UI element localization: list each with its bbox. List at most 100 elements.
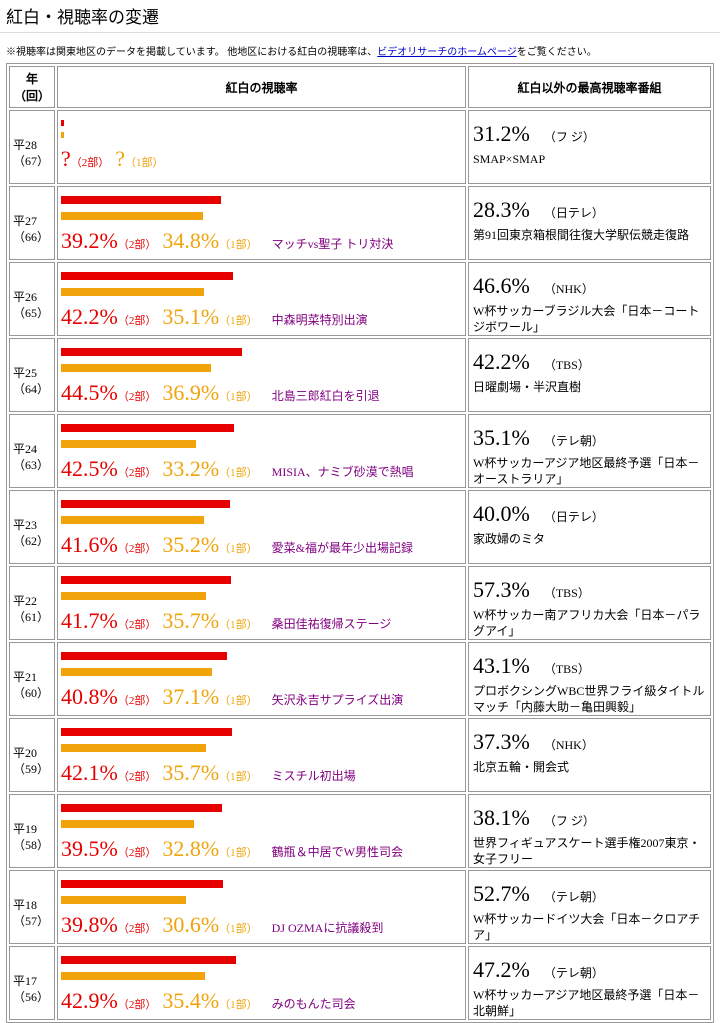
part1-rating: 34.8% [162,228,220,253]
cell: 39.8%（2部） 30.6%（1部） DJ OZMAに抗議殺到 [57,870,466,944]
part1-rating: ? [115,146,126,171]
note: みのもんた司会 [271,997,356,1011]
year-cell: 平18 （57） [10,871,54,929]
bar [61,212,203,220]
bar [61,196,221,204]
year-cell: 平23 （62） [10,491,54,549]
cell: 40.8%（2部） 37.1%（1部） 矢沢永吉サプライズ出演 [57,642,466,716]
cell: 平22 （61） [9,566,55,640]
rating-line: 42.5%（2部） 33.2%（1部） MISIA、ナミブ砂漠で熱唱 [61,456,465,482]
note: MISIA、ナミブ砂漠で熱唱 [271,465,414,479]
row: 平25 （64） 44.5%（2部） 36.9%（1部） 北島三郎紅白を引退 42.2% （… [9,338,711,412]
bar [61,348,243,356]
round: （56） [13,990,50,1004]
cell: 46.6% （NHK） W杯サッカーブラジル大会「日本－コートジボワール」 [468,262,711,336]
part2-tag: （2部） [117,315,157,327]
station: （フ ジ） [543,814,595,828]
station: （フ ジ） [543,130,595,144]
note: 北島三郎紅白を引退 [271,389,380,403]
note: 桑田佳祐復帰ステージ [271,617,392,631]
bar [61,668,212,676]
part1-tag: （1部） [219,771,258,783]
part1-rating: 36.9% [162,380,220,405]
year-cell: 平25 （64） [10,339,54,397]
top-program: 第91回東京箱根間往復大学駅伝競走復路 [473,228,690,242]
cell: 42.2%（2部） 35.1%（1部） 中森明菜特別出演 [57,262,466,336]
part1-tag: （1部） [219,695,258,707]
part1-tag: （1部） [219,391,258,403]
part2-tag: （2部） [117,999,157,1011]
part1-rating: 33.2% [162,456,220,481]
part2-rating: 39.8% [61,912,118,937]
rating-line: 39.5%（2部） 32.8%（1部） 鶴瓶＆中居でW男性司会 [61,836,465,862]
cell: ?（2部） ?（1部） [57,110,466,184]
note: DJ OZMAに抗議殺到 [271,921,384,935]
note: 中森明菜特別出演 [271,313,368,327]
station: （TBS） [543,586,590,600]
cell: 平27 （66） [9,186,55,260]
year-cell: 平24 （63） [10,415,54,473]
cell: 38.1% （フ ジ） 世界フィギュアスケート選手権2007東京・女子フリー [468,794,711,868]
year: 平20 [13,746,38,760]
station: （テレ朝） [543,434,604,448]
top-program: W杯サッカー南アフリカ大会「日本－パラグアイ」 [473,608,701,638]
round: （64） [13,382,50,396]
row: 平20 （59） 42.1%（2部） 35.7%（1部） ミスチル初出場 37.3% （NH… [9,718,711,792]
round: （62） [13,534,50,548]
bar [61,956,236,964]
part1-rating: 35.2% [162,532,220,557]
row: 平18 （57） 39.8%（2部） 30.6%（1部） DJ OZMAに抗議殺到 52.… [9,870,711,944]
note: ミスチル初出場 [271,769,356,783]
top-rating: 31.2% [473,121,530,146]
cell: 42.2% （TBS） 日曜劇場・半沢直樹 [468,338,711,412]
top-rating: 46.6% [473,273,530,298]
rating-line: 42.2%（2部） 35.1%（1部） 中森明菜特別出演 [61,304,465,330]
part2-rating: 42.9% [61,988,118,1013]
year-cell: 平19 （58） [10,795,54,853]
cell: 31.2% （フ ジ） SMAP×SMAP [468,110,711,184]
year-cell: 平21 （60） [10,643,54,701]
top-program: 北京五輪・開会式 [473,760,570,774]
top-rating: 42.2% [473,349,530,374]
part2-rating: 42.5% [61,456,118,481]
part2-rating: 41.6% [61,532,118,557]
bar [61,516,205,524]
round: （57） [13,914,50,928]
year: 平26 [13,290,38,304]
station: （テレ朝） [543,966,604,980]
part2-rating: 42.2% [61,304,118,329]
station: （NHK） [543,738,594,752]
cell: 42.9%（2部） 35.4%（1部） みのもんた司会 [57,946,466,1020]
bar [61,972,206,980]
cell: 39.2%（2部） 34.8%（1部） マッチvs聖子 トリ対決 [57,186,466,260]
year: 平17 [13,974,38,988]
part1-tag: （1部） [219,619,258,631]
station: （日テレ） [543,206,604,220]
bar-stub [61,120,64,126]
bar [61,576,231,584]
cell: 40.0% （日テレ） 家政婦のミタ [468,490,711,564]
rating-line: 42.9%（2部） 35.4%（1部） みのもんた司会 [61,988,465,1014]
rating-line: 42.1%（2部） 35.7%（1部） ミスチル初出場 [61,760,465,786]
part2-rating: 39.2% [61,228,118,253]
cell: 41.7%（2部） 35.7%（1部） 桑田佳祐復帰ステージ [57,566,466,640]
part2-tag: （2部） [117,923,157,935]
year: 平19 [13,822,38,836]
top-rating: 40.0% [473,501,530,526]
year: 平23 [13,518,38,532]
round: （61） [13,610,50,624]
rating-line: ?（2部） ?（1部） [61,146,465,172]
bar [61,880,223,888]
cell: 平28 （67） [9,110,55,184]
top-program: 日曜劇場・半沢直樹 [473,380,582,394]
part2-rating: 41.7% [61,608,118,633]
round: （65） [13,306,50,320]
header-text: 年 [25,72,38,86]
cell: 平19 （58） [9,794,55,868]
part2-rating: ? [61,146,71,171]
part2-rating: 39.5% [61,836,118,861]
part2-tag: （2部） [117,239,157,251]
year: 平25 [13,366,38,380]
note-link[interactable]: ビデオリサーチのホームページ [377,47,517,58]
